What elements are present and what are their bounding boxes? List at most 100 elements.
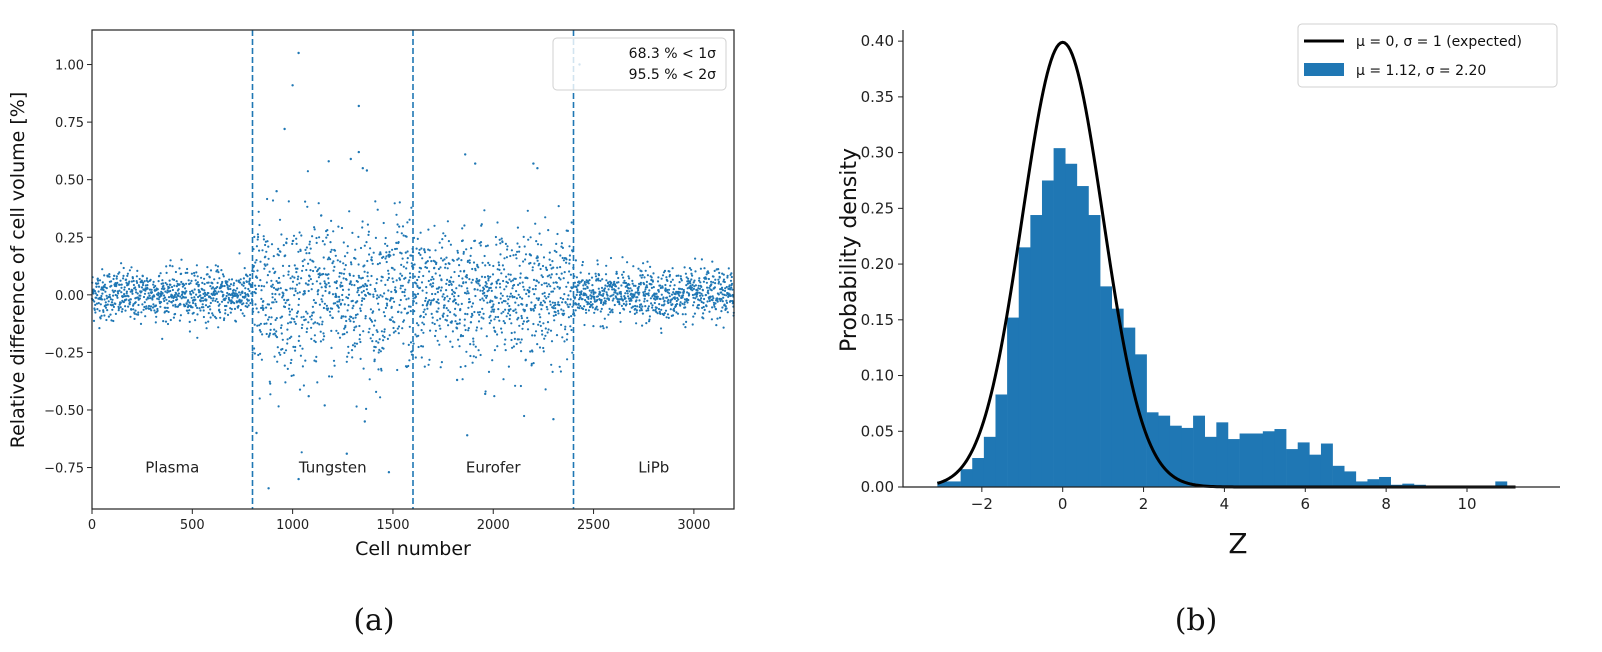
data-point	[474, 345, 477, 348]
data-point	[679, 275, 682, 278]
histogram-bar	[1297, 442, 1310, 487]
data-point	[279, 353, 282, 356]
data-point	[637, 287, 640, 290]
data-point	[221, 280, 224, 284]
data-point	[237, 279, 240, 282]
data-point	[287, 273, 290, 276]
data-point	[307, 289, 310, 293]
data-point	[577, 280, 581, 283]
data-point	[689, 280, 692, 283]
data-point	[600, 298, 603, 302]
data-point	[720, 286, 724, 289]
data-point	[304, 248, 307, 251]
y-tick-label: 0.10	[861, 367, 894, 385]
data-point	[563, 271, 566, 274]
data-point	[223, 284, 226, 288]
data-point	[425, 286, 428, 289]
data-point	[582, 284, 585, 287]
data-point	[310, 288, 313, 291]
data-point	[643, 290, 647, 293]
data-point	[645, 292, 648, 295]
data-point	[594, 272, 597, 275]
data-point	[503, 288, 506, 291]
data-point	[457, 274, 460, 278]
data-point	[656, 295, 659, 298]
data-point	[634, 307, 637, 310]
data-point	[371, 320, 374, 323]
data-point	[508, 278, 511, 281]
data-point	[247, 299, 250, 302]
data-point	[638, 309, 642, 312]
data-point	[637, 285, 641, 288]
data-point	[657, 307, 661, 311]
data-point	[510, 338, 513, 342]
data-point	[406, 257, 409, 260]
data-point	[493, 395, 496, 398]
data-point	[510, 280, 513, 283]
data-point	[344, 315, 347, 318]
data-point	[476, 288, 479, 291]
data-point	[144, 307, 148, 310]
data-point	[429, 301, 432, 304]
data-point	[338, 298, 341, 301]
data-point	[588, 302, 591, 305]
data-point	[177, 292, 180, 295]
data-point	[306, 327, 309, 330]
outlier-point	[297, 477, 300, 481]
data-point	[431, 292, 434, 296]
data-point	[214, 293, 217, 296]
data-point	[421, 289, 424, 292]
data-point	[558, 365, 561, 368]
data-point	[307, 283, 310, 286]
data-point	[346, 355, 349, 358]
data-point	[174, 312, 177, 316]
data-point	[121, 295, 124, 298]
outlier-point	[267, 487, 270, 490]
data-point	[114, 312, 117, 315]
data-point	[243, 282, 246, 285]
data-point	[532, 362, 535, 365]
outlier-point	[357, 150, 360, 154]
data-point	[611, 308, 614, 311]
data-point	[113, 274, 116, 277]
data-point	[146, 287, 149, 290]
data-point	[470, 315, 473, 318]
data-point	[567, 305, 570, 309]
data-point	[438, 324, 441, 327]
histogram-bar	[1320, 443, 1333, 487]
data-point	[209, 269, 213, 272]
data-point	[430, 299, 433, 302]
data-point	[375, 390, 378, 393]
data-point	[500, 312, 503, 315]
data-point	[338, 300, 341, 303]
data-point	[644, 288, 647, 291]
data-point	[493, 349, 496, 352]
data-point	[707, 277, 711, 281]
data-point	[593, 311, 596, 314]
data-point	[725, 299, 728, 302]
data-point	[629, 310, 632, 313]
data-point	[306, 170, 309, 173]
data-point	[120, 286, 123, 289]
data-point	[417, 345, 420, 349]
data-point	[211, 312, 214, 315]
data-point	[486, 275, 490, 278]
data-point	[407, 364, 410, 368]
data-point	[355, 325, 358, 328]
data-point	[635, 322, 638, 325]
data-point	[234, 289, 237, 292]
data-point	[488, 263, 491, 267]
data-point	[533, 293, 536, 296]
data-point	[463, 318, 466, 321]
data-point	[600, 307, 603, 310]
data-point	[563, 293, 566, 296]
data-point	[606, 294, 609, 297]
data-point	[452, 280, 455, 283]
data-point	[145, 298, 148, 301]
data-point	[514, 253, 518, 256]
data-point	[224, 297, 227, 300]
data-point	[330, 346, 333, 349]
data-point	[321, 240, 324, 243]
data-point	[544, 388, 547, 391]
data-point	[509, 314, 512, 317]
